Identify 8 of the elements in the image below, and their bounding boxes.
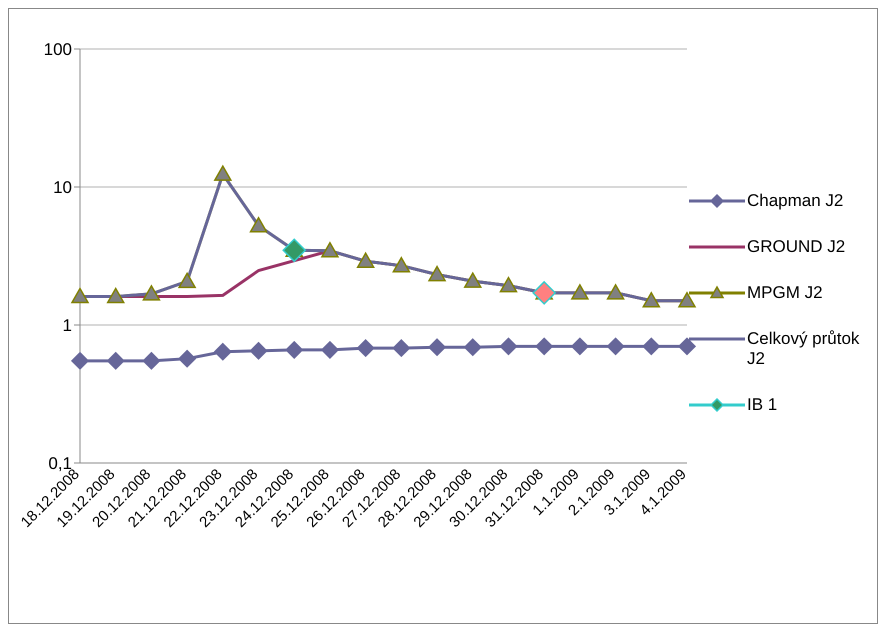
- y-tick-label: 10: [53, 178, 72, 198]
- y-tick-label: 100: [44, 40, 72, 60]
- legend-label: MPGM J2: [747, 283, 823, 303]
- y-tick-label: 1: [62, 316, 72, 336]
- legend-label: IB 1: [747, 395, 778, 415]
- legend-label: Celkový průtok J2: [747, 329, 860, 369]
- legend-label: Chapman J2: [747, 191, 844, 211]
- legend-label: GROUND J2: [747, 237, 846, 257]
